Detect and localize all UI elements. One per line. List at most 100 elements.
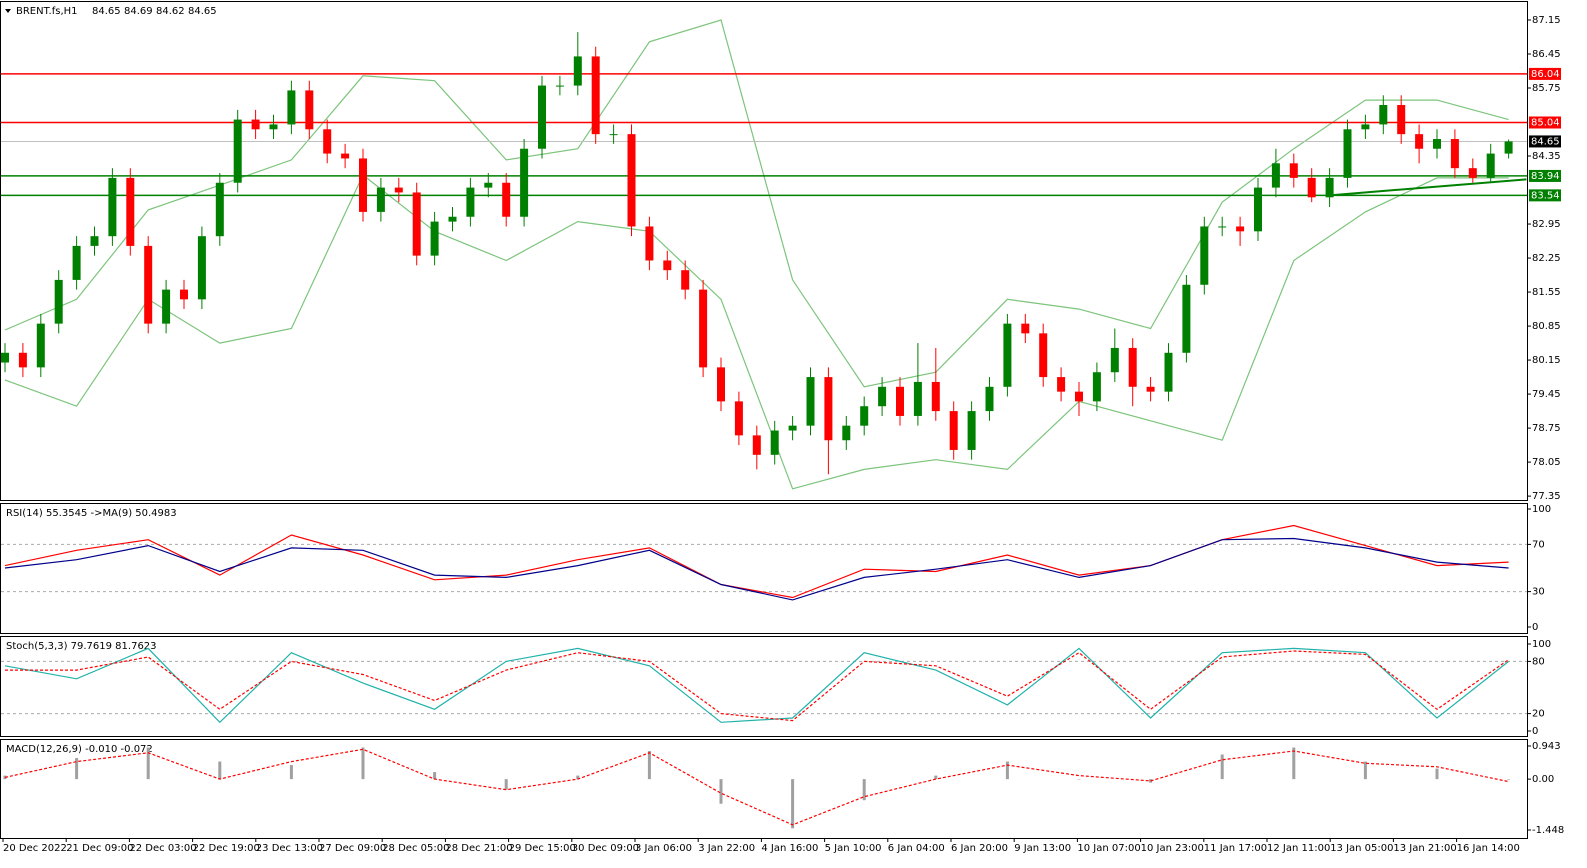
macd-bar <box>1005 761 1009 780</box>
candle-body <box>1200 226 1209 285</box>
y-tick-label: 0.00 <box>1532 774 1554 785</box>
macd-bar <box>647 751 651 780</box>
y-tick-label: 70 <box>1532 539 1545 550</box>
y-tick-label: 100 <box>1532 504 1551 515</box>
bollinger-lower <box>4 174 1509 490</box>
y-tick-label: 87.15 <box>1532 15 1561 26</box>
macd-bar <box>1077 779 1081 780</box>
macd-bar <box>1363 761 1367 780</box>
level-label: 85.04 <box>1531 117 1560 128</box>
candle-body <box>1361 124 1370 130</box>
candle-body <box>663 260 672 271</box>
candle-body <box>484 182 493 188</box>
level-label-bg <box>1529 67 1561 80</box>
macd-bar <box>1220 754 1224 780</box>
indicator-title: RSI(14) 55.3545 ->MA(9) 50.4983 <box>6 508 177 519</box>
candle-body <box>1075 391 1083 402</box>
candle-body <box>949 411 958 450</box>
x-tick-label: 13 Jan 21:00 <box>1393 843 1456 854</box>
candle-body <box>305 90 314 130</box>
level-label-bg <box>1529 189 1561 202</box>
candle-body <box>1307 177 1316 198</box>
y-tick-label: 80.15 <box>1532 355 1561 366</box>
candle-body <box>90 236 99 246</box>
candle-body <box>412 192 421 256</box>
x-tick-label: 13 Jan 05:00 <box>1330 843 1393 854</box>
macd-bar <box>75 758 79 780</box>
y-tick-label: 82.95 <box>1532 219 1561 230</box>
candle-body <box>520 148 529 217</box>
indicator-line <box>4 647 1509 724</box>
y-tick-label: 78.75 <box>1532 423 1561 434</box>
symbol-title: BRENT.fs,H1 <box>16 6 78 17</box>
candle-body <box>36 323 45 368</box>
macd-bar <box>576 775 580 780</box>
candle-body <box>180 289 188 300</box>
y-tick-label: 82.25 <box>1532 253 1561 264</box>
candle-body <box>1146 386 1155 392</box>
y-tick-label: 20 <box>1532 709 1545 720</box>
macd-bar <box>146 747 150 780</box>
y-tick-label: 30 <box>1532 587 1545 598</box>
x-tick-label: 10 Jan 23:00 <box>1141 843 1204 854</box>
candle-body <box>699 289 708 368</box>
level-label: 86.04 <box>1531 69 1560 80</box>
candle-body <box>502 182 511 217</box>
candle-body <box>770 430 779 455</box>
candle-body <box>1486 153 1495 178</box>
y-tick-label: 85.75 <box>1532 83 1561 94</box>
candle-body <box>1415 134 1424 149</box>
y-tick-label: 0 <box>1532 622 1538 633</box>
x-tick-label: 21 Dec 09:00 <box>66 843 133 854</box>
y-tick-label: 100 <box>1532 639 1551 650</box>
x-tick-label: 4 Jan 16:00 <box>761 843 818 854</box>
y-tick-label: 0 <box>1532 726 1538 737</box>
level-label: 83.94 <box>1531 171 1560 182</box>
candle-body <box>806 377 815 426</box>
x-tick-label: 6 Jan 20:00 <box>951 843 1008 854</box>
level-label-bg <box>1529 116 1561 129</box>
panel-frame <box>0 503 1528 634</box>
macd-bar <box>218 761 222 780</box>
x-tick-label: 27 Dec 09:00 <box>319 843 386 854</box>
candle-body <box>430 221 439 256</box>
macd-bar <box>433 772 437 780</box>
candle-body <box>734 401 743 436</box>
candle-body <box>985 386 994 412</box>
candle-body <box>1236 226 1245 232</box>
x-tick-label: 20 Dec 2022 <box>3 843 67 854</box>
candle-body <box>967 411 976 450</box>
x-tick-label: 3 Jan 06:00 <box>635 843 692 854</box>
macd-bar <box>1292 747 1296 780</box>
y-tick-label: 77.35 <box>1532 491 1561 502</box>
candle-body <box>1164 352 1173 392</box>
x-tick-label: 23 Dec 13:00 <box>256 843 323 854</box>
macd-bar <box>1435 768 1439 780</box>
x-tick-label: 11 Jan 17:00 <box>1204 843 1267 854</box>
candle-body <box>824 377 833 441</box>
indicator-line <box>4 537 1509 601</box>
candle-body <box>1003 323 1012 387</box>
candle-body <box>108 177 117 237</box>
candle-body <box>197 236 206 300</box>
indicator-line <box>4 524 1509 599</box>
candle-body <box>1504 141 1513 154</box>
candle-body <box>1271 163 1280 188</box>
x-tick-label: 22 Dec 19:00 <box>193 843 260 854</box>
x-tick-label: 29 Dec 15:00 <box>509 843 576 854</box>
macd-bar <box>934 775 938 780</box>
y-tick-label: -1.448 <box>1532 825 1564 836</box>
candle-body <box>233 119 242 183</box>
last-price-label: 84.65 <box>1531 136 1560 147</box>
menu-arrow <box>5 9 11 13</box>
candle-body <box>591 56 600 135</box>
macd-bar <box>862 779 866 801</box>
candle-body <box>18 352 27 368</box>
macd-bar <box>1149 779 1153 783</box>
header-value: 84.65 <box>188 6 217 17</box>
indicator-line <box>5 650 1509 722</box>
candle-body <box>555 85 564 87</box>
candle-body <box>1325 177 1334 198</box>
x-tick-label: 28 Dec 05:00 <box>382 843 449 854</box>
